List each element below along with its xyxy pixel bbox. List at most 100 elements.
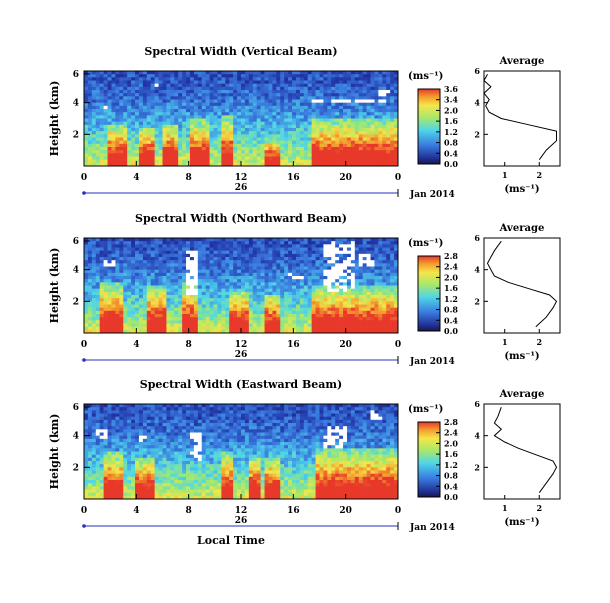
- heatmap-cell: [347, 298, 351, 301]
- heatmap-cell: [202, 115, 206, 118]
- heatmap-cell: [323, 257, 327, 260]
- heatmap-cell: [351, 84, 355, 87]
- heatmap-cell: [276, 305, 280, 308]
- heatmap-cell: [202, 77, 206, 80]
- heatmap-cell: [111, 254, 115, 257]
- heatmap-cell: [119, 267, 123, 270]
- heatmap-cell: [182, 279, 186, 282]
- heatmap-cell: [245, 241, 249, 244]
- heatmap-cell: [284, 244, 288, 247]
- heatmap-cell: [92, 404, 96, 407]
- heatmap-cell: [202, 84, 206, 87]
- heatmap-cell: [382, 244, 386, 247]
- heatmap-cell: [96, 311, 100, 314]
- panels: Spectral Width (Vertical Beam)Height (km…: [48, 45, 560, 547]
- heatmap-cell: [206, 244, 210, 247]
- heatmap-cell: [96, 238, 100, 241]
- heatmap-cell: [88, 141, 92, 144]
- heatmap-cell: [202, 327, 206, 330]
- heatmap-cell: [88, 81, 92, 84]
- heatmap-cell: [88, 314, 92, 317]
- heatmap-cell: [316, 138, 320, 141]
- heatmap-cell: [233, 153, 237, 156]
- heatmap-cell: [308, 87, 312, 90]
- heatmap-cell: [202, 324, 206, 327]
- heatmap-cell: [233, 248, 237, 251]
- heatmap-cell: [249, 93, 253, 96]
- heatmap-cell: [111, 138, 115, 141]
- heatmap-cell: [182, 112, 186, 115]
- heatmap-cell: [206, 327, 210, 330]
- heatmap-cell: [147, 298, 151, 301]
- heatmap-cell: [308, 84, 312, 87]
- heatmap-cell: [374, 112, 378, 115]
- heatmap-cell: [288, 305, 292, 308]
- heatmap-cell: [166, 77, 170, 80]
- heatmap-cell: [143, 81, 147, 84]
- heatmap-cell: [257, 244, 261, 247]
- heatmap-cell: [190, 301, 194, 304]
- heatmap-cell: [339, 119, 343, 122]
- heatmap-cell: [378, 276, 382, 279]
- heatmap-cell: [241, 160, 245, 163]
- heatmap-cell: [351, 327, 355, 330]
- heatmap-cell: [253, 324, 257, 327]
- heatmap-cell: [190, 157, 194, 160]
- heatmap-cell: [355, 141, 359, 144]
- heatmap-cell: [194, 153, 198, 156]
- heatmap-cell: [198, 244, 202, 247]
- heatmap-cell: [327, 131, 331, 134]
- heatmap-cell: [155, 128, 159, 131]
- heatmap-cell: [327, 273, 331, 276]
- heatmap-cell: [108, 251, 112, 254]
- heatmap-cell: [206, 81, 210, 84]
- heatmap-cell: [100, 257, 104, 260]
- heatmap-cell: [327, 100, 331, 103]
- heatmap-cell: [253, 90, 257, 93]
- heatmap-cell: [316, 106, 320, 109]
- heatmap-cell: [367, 298, 371, 301]
- heatmap-cell: [257, 119, 261, 122]
- heatmap-cell: [174, 134, 178, 137]
- heatmap-cell: [155, 251, 159, 254]
- heatmap-cell: [343, 93, 347, 96]
- heatmap-cell: [316, 324, 320, 327]
- heatmap-cell: [210, 157, 214, 160]
- heatmap-cell: [335, 317, 339, 320]
- heatmap-cell: [135, 289, 139, 292]
- heatmap-cell: [139, 81, 143, 84]
- heatmap-cell: [221, 327, 225, 330]
- heatmap-cell: [123, 128, 127, 131]
- heatmap-cell: [123, 87, 127, 90]
- heatmap-cell: [316, 263, 320, 266]
- heatmap-cell: [88, 486, 92, 489]
- heatmap-cell: [265, 279, 269, 282]
- heatmap-cell: [127, 289, 131, 292]
- heatmap-cell: [276, 115, 280, 118]
- heatmap-cell: [217, 138, 221, 141]
- heatmap-cell: [331, 251, 335, 254]
- heatmap-cell: [367, 77, 371, 80]
- heatmap-cell: [217, 84, 221, 87]
- heatmap-cell: [300, 141, 304, 144]
- heatmap-cell: [382, 279, 386, 282]
- heatmap-cell: [378, 103, 382, 106]
- heatmap-cell: [331, 103, 335, 106]
- heatmap-cell: [178, 96, 182, 99]
- heatmap-cell: [296, 251, 300, 254]
- heatmap-cell: [190, 276, 194, 279]
- heatmap-cell: [159, 141, 163, 144]
- heatmap-cell: [272, 292, 276, 295]
- heatmap-cell: [245, 298, 249, 301]
- heatmap-cell: [280, 150, 284, 153]
- heatmap-cell: [159, 119, 163, 122]
- heatmap-cell: [221, 311, 225, 314]
- heatmap-cell: [198, 134, 202, 137]
- heatmap-cell: [159, 257, 163, 260]
- heatmap-cell: [221, 147, 225, 150]
- heatmap-cell: [316, 119, 320, 122]
- heatmap-cell: [359, 71, 363, 74]
- heatmap-cell: [245, 263, 249, 266]
- heatmap-cell: [280, 71, 284, 74]
- x-tick-label: 12: [235, 340, 248, 350]
